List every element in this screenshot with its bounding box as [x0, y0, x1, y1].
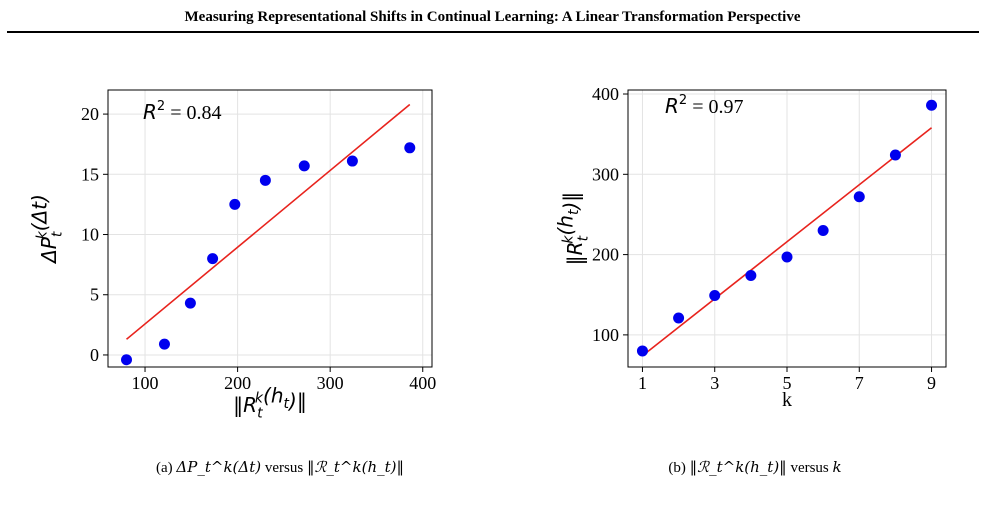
data-point [346, 155, 358, 167]
header-rule [7, 31, 979, 33]
data-point [259, 174, 271, 186]
x-axis-label: ‖Rtk(ht)‖ [233, 384, 307, 422]
y-tick-label: 10 [81, 225, 99, 245]
data-point [926, 99, 938, 111]
data-point [121, 354, 133, 366]
caption-b-prefix: (b) [668, 460, 690, 476]
y-axis-label: ΔPtk(Δt) [28, 194, 66, 265]
caption-b-rhs: k [832, 458, 842, 476]
data-point [673, 312, 685, 324]
caption-a-lhs: ΔP_t^k(Δt) [176, 458, 262, 476]
plot-frame [107, 89, 433, 368]
data-point [158, 338, 170, 350]
x-tick-label: 300 [317, 373, 344, 393]
caption-a-middle: versus [261, 460, 307, 476]
data-point [229, 198, 241, 210]
x-tick-label: 1 [638, 373, 647, 393]
caption-a-prefix: (a) [156, 460, 177, 476]
caption-a-rhs: ‖ℛ_t^k(h_t)‖ [306, 458, 404, 476]
data-point [781, 251, 793, 263]
data-point [709, 290, 721, 302]
x-tick-label: 3 [710, 373, 719, 393]
y-tick-label: 400 [592, 84, 619, 104]
y-tick-label: 300 [592, 164, 619, 184]
data-point [853, 191, 865, 203]
x-tick-label: 400 [409, 373, 436, 393]
caption-b: (b) ‖ℛ_t^k(h_t)‖ versus k [545, 458, 965, 477]
x-tick-label: 100 [132, 373, 159, 393]
regression-line [641, 127, 933, 357]
data-point [745, 269, 757, 281]
chart-panel-a: 100 200 300 400 0 5 10 15 20 R2 = 0.84 ‖Rtk(ht)‖ ΔP… [28, 89, 436, 422]
regression-line [126, 103, 411, 340]
data-point [889, 149, 901, 161]
data-point [636, 345, 648, 357]
y-tick-label: 100 [592, 325, 619, 345]
y-tick-label: 200 [592, 245, 619, 265]
data-point [817, 225, 829, 237]
data-point [298, 160, 310, 172]
x-tick-label: 9 [927, 373, 936, 393]
data-point [404, 142, 416, 154]
r-squared-annotation: R2 = 0.97 [665, 93, 743, 118]
data-point [184, 297, 196, 309]
running-title: Measuring Representational Shifts in Con… [184, 9, 801, 25]
r-squared-annotation: R2 = 0.84 [143, 99, 221, 124]
x-tick-label: 5 [783, 373, 792, 393]
y-tick-label: 5 [90, 285, 99, 305]
y-tick-label: 15 [81, 164, 99, 184]
caption-b-lhs: ‖ℛ_t^k(h_t)‖ [689, 458, 787, 476]
data-point [207, 253, 219, 265]
y-tick-label: 0 [90, 345, 99, 365]
x-tick-label: 7 [855, 373, 864, 393]
caption-b-middle: versus [786, 460, 833, 476]
caption-a: (a) ΔP_t^k(Δt) versus ‖ℛ_t^k(h_t)‖ [70, 458, 490, 477]
y-tick-label: 20 [81, 104, 99, 124]
x-axis-label: k [782, 389, 792, 411]
x-tick-label: 200 [224, 373, 251, 393]
chart-panel-b: 1 3 5 7 9 100 200 300 400 R2 = 0.97 k ‖Rtk(ht)‖ [554, 84, 947, 411]
y-axis-label: ‖Rtk(ht)‖ [554, 192, 592, 266]
